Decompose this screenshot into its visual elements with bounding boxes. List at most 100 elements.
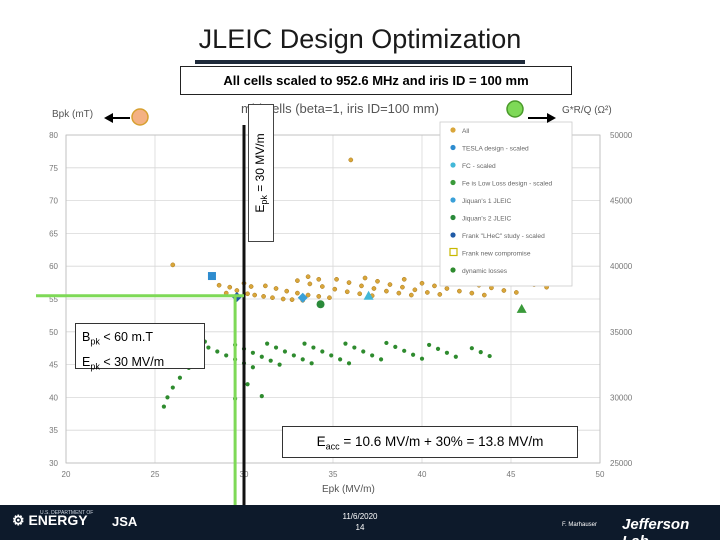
legend-swatch — [450, 144, 456, 151]
point-dynamic-losses — [161, 404, 166, 409]
legend-box — [439, 121, 573, 287]
point-dynamic-losses — [273, 345, 279, 350]
subtitle-box: All cells scaled to 952.6 MHz and iris I… — [180, 66, 572, 95]
legend-entry: Frank "LHeC" study - scaled — [462, 233, 545, 240]
point-dynamic-losses — [170, 385, 175, 390]
y-left-tick-label: 55 — [49, 295, 58, 304]
legend-swatch — [450, 127, 456, 133]
point-all — [245, 291, 250, 297]
point-dynamic-losses — [469, 346, 474, 351]
point-all — [332, 286, 338, 292]
y-left-tick-label: 50 — [49, 328, 58, 337]
point-all — [280, 296, 286, 302]
jefferson-lab-logo: Jefferson Lab — [622, 516, 690, 550]
point-all — [419, 280, 425, 286]
point-dynamic-losses — [427, 342, 432, 348]
point-all — [412, 287, 418, 293]
point-dynamic-losses — [277, 362, 282, 367]
point-dynamic-losses — [361, 349, 366, 354]
point-all — [371, 286, 377, 291]
point-dynamic-losses — [411, 352, 416, 357]
point-all — [513, 290, 519, 295]
plot-frame — [65, 134, 601, 464]
point-all — [346, 280, 352, 285]
left-arrow-head — [104, 113, 113, 123]
point-fc-scaled — [363, 290, 374, 300]
point-dynamic-losses — [435, 346, 441, 351]
point-dynamic-losses — [378, 357, 384, 362]
point-dynamic-losses — [478, 350, 483, 355]
point-all — [501, 288, 507, 293]
point-all — [401, 276, 407, 282]
point-all — [348, 157, 354, 163]
slide-title: JLEIC Design Optimization — [198, 24, 522, 54]
x-tick-label: 20 — [62, 470, 71, 479]
point-all — [424, 290, 430, 295]
legend-entry: Fe is Low Loss design - scaled — [462, 181, 552, 188]
legend-entry: FC - scaled — [462, 163, 496, 170]
point-dynamic-losses — [320, 349, 325, 354]
chart-legend: All TESLA design - scaled FC - scaled Fe is… — [439, 121, 573, 287]
point-all — [384, 288, 389, 294]
epk-condition: Epk < 30 MV/m — [82, 354, 165, 372]
legend-entry: dynamic losses — [462, 268, 508, 275]
point-fe-is-low-loss-design-scaled — [516, 303, 527, 313]
point-jiquan-s-1-jleic — [297, 292, 308, 303]
point-dynamic-losses — [245, 382, 250, 387]
point-dynamic-losses — [329, 353, 334, 358]
point-dynamic-losses — [177, 375, 183, 380]
point-dynamic-losses — [384, 340, 389, 346]
point-dynamic-losses — [206, 345, 211, 350]
legend-swatch — [450, 197, 456, 203]
point-all — [227, 284, 233, 290]
right-arrow-head — [547, 113, 556, 123]
x-tick-label: 25 — [151, 470, 160, 479]
point-all — [457, 288, 462, 294]
y-right-tick-label: 50000 — [610, 131, 633, 140]
point-all — [362, 275, 368, 281]
legend-entry: Jiquan's 2 JLEIC — [462, 216, 512, 223]
point-all — [289, 297, 295, 303]
point-all — [216, 282, 222, 288]
point-dynamic-losses — [165, 395, 170, 400]
point-dynamic-losses — [282, 349, 288, 354]
doe-department: U.S. DEPARTMENT OF — [40, 510, 94, 516]
point-dynamic-losses — [215, 349, 220, 354]
y-left-tick-label: 80 — [49, 131, 58, 140]
legend-swatch — [450, 214, 456, 221]
y-left-tick-label: 40 — [49, 393, 58, 402]
x-tick-label: 45 — [507, 470, 516, 479]
point-all — [248, 284, 254, 289]
point-tesla-design-scaled — [207, 272, 216, 281]
y-left-tick-label: 35 — [49, 426, 58, 435]
x-tick-label: 35 — [329, 470, 338, 479]
point-all — [319, 284, 325, 289]
point-all — [295, 290, 300, 296]
point-dynamic-losses — [370, 353, 375, 358]
point-dynamic-losses — [309, 361, 314, 366]
point-dynamic-losses — [393, 344, 398, 349]
point-dynamic-losses — [300, 357, 305, 362]
y-left-tick-label: 70 — [49, 197, 58, 206]
legend-entry: Frank new compromise — [462, 251, 531, 258]
x-tick-label: 50 — [596, 470, 605, 479]
page-number: 14 — [355, 523, 365, 532]
y-left-tick-label: 30 — [49, 459, 58, 468]
point-all — [327, 295, 332, 301]
point-dynamic-losses — [302, 341, 307, 346]
point-all — [307, 281, 313, 287]
point-dynamic-losses — [268, 358, 273, 363]
point-all — [432, 283, 437, 289]
y-left-tick-label: 75 — [49, 164, 58, 173]
chart-title: mid cells (beta=1, iris ID=100 mm) — [241, 101, 439, 116]
point-dynamic-losses — [343, 341, 348, 346]
y-right-tick-label: 35000 — [610, 328, 633, 337]
point-dynamic-losses — [419, 356, 425, 361]
y-left-tick-label: 45 — [49, 361, 58, 370]
epk-limit-label: Epk = 30 MV/m — [248, 104, 274, 242]
point-all — [387, 282, 393, 287]
point-dynamic-losses — [346, 361, 352, 366]
point-all — [357, 291, 363, 297]
legend-swatch — [450, 162, 456, 168]
point-all — [295, 278, 300, 283]
